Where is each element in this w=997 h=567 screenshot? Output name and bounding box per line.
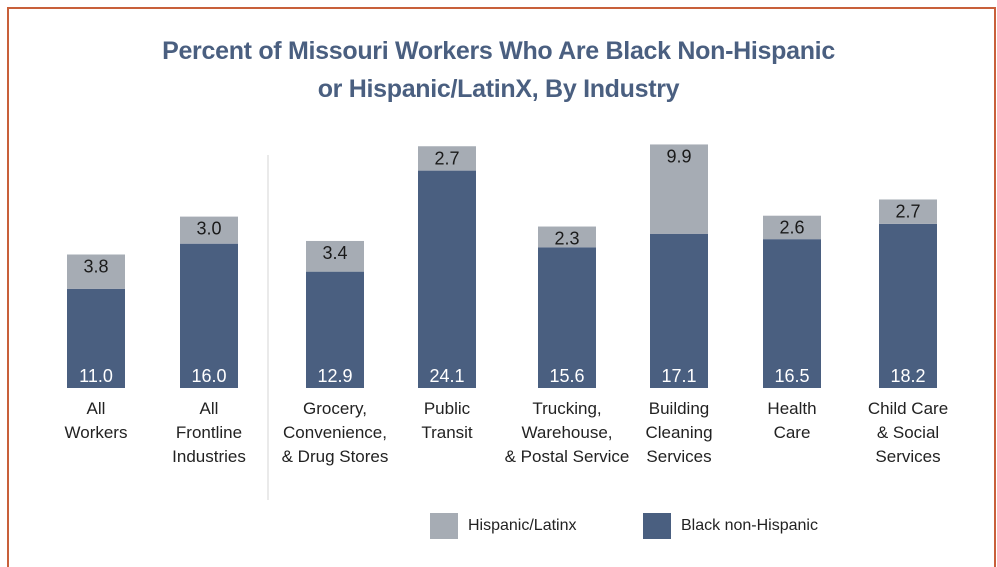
legend-item-hispanic: Hispanic/Latinx xyxy=(430,512,577,540)
bar-hispanic-latinx xyxy=(67,254,125,289)
value-label-black-non-hispanic: 16.5 xyxy=(774,366,809,386)
category-label: Public xyxy=(424,399,471,418)
category-label: Trucking, xyxy=(532,399,601,418)
value-label-hispanic-latinx: 9.9 xyxy=(666,146,691,166)
category-label: Frontline xyxy=(176,423,242,442)
category-label: Child Care xyxy=(868,399,948,418)
legend-swatch-hispanic xyxy=(430,513,458,539)
chart-title-line-2: or Hispanic/LatinX, By Industry xyxy=(317,75,680,103)
category-label: Warehouse, xyxy=(521,423,612,442)
chart-frame xyxy=(7,7,996,567)
bar-black-non-hispanic xyxy=(538,247,596,388)
bar-hispanic-latinx xyxy=(763,215,821,240)
category-label: & Drug Stores xyxy=(282,447,389,466)
bar-black-non-hispanic xyxy=(879,223,937,388)
bar-hispanic-latinx xyxy=(418,146,476,171)
category-label: Industries xyxy=(172,447,246,466)
category-label: All xyxy=(200,399,219,418)
value-label-hispanic-latinx: 2.3 xyxy=(554,229,579,249)
value-label-black-non-hispanic: 11.0 xyxy=(79,366,113,386)
category-label: Services xyxy=(646,447,711,466)
category-label: Convenience, xyxy=(283,423,387,442)
value-label-hispanic-latinx: 2.7 xyxy=(434,148,459,168)
category-label: & Social xyxy=(877,423,939,442)
legend-item-black: Black non-Hispanic xyxy=(643,512,818,540)
value-label-black-non-hispanic: 12.9 xyxy=(317,366,352,386)
category-label: All xyxy=(87,399,106,418)
bar-black-non-hispanic xyxy=(67,288,125,388)
category-label: Cleaning xyxy=(645,423,712,442)
bar-hispanic-latinx xyxy=(180,216,238,244)
value-label-black-non-hispanic: 15.6 xyxy=(549,366,584,386)
category-label: Health xyxy=(767,399,816,418)
bar-black-non-hispanic xyxy=(763,239,821,388)
category-label: Transit xyxy=(421,423,473,442)
legend-label-hispanic: Hispanic/Latinx xyxy=(468,517,577,534)
bar-hispanic-latinx xyxy=(306,240,364,272)
bar-black-non-hispanic xyxy=(306,271,364,388)
bar-hispanic-latinx xyxy=(538,226,596,248)
category-label: Building xyxy=(649,399,710,418)
category-label: Workers xyxy=(65,423,128,442)
value-label-hispanic-latinx: 2.6 xyxy=(779,218,804,238)
value-label-hispanic-latinx: 2.7 xyxy=(895,201,920,221)
category-label: Grocery, xyxy=(303,399,367,418)
category-label: Services xyxy=(875,447,940,466)
chart-title-line-1: Percent of Missouri Workers Who Are Blac… xyxy=(162,37,835,65)
legend-swatch-black xyxy=(643,513,671,539)
value-label-black-non-hispanic: 16.0 xyxy=(191,366,226,386)
value-label-hispanic-latinx: 3.0 xyxy=(196,219,221,239)
bar-black-non-hispanic xyxy=(418,170,476,388)
bar-hispanic-latinx xyxy=(650,144,708,234)
category-label: & Postal Service xyxy=(505,447,630,466)
category-label: Care xyxy=(774,423,811,442)
value-label-hispanic-latinx: 3.4 xyxy=(322,243,347,263)
value-label-black-non-hispanic: 17.1 xyxy=(661,366,696,386)
value-label-black-non-hispanic: 18.2 xyxy=(890,366,925,386)
chart-title: Percent of Missouri Workers Who Are Blac… xyxy=(0,32,997,108)
bar-black-non-hispanic xyxy=(650,233,708,388)
value-label-hispanic-latinx: 3.8 xyxy=(83,256,108,276)
bar-black-non-hispanic xyxy=(180,243,238,388)
bar-hispanic-latinx xyxy=(879,199,937,224)
value-label-black-non-hispanic: 24.1 xyxy=(429,366,464,386)
legend-label-black: Black non-Hispanic xyxy=(681,517,818,534)
